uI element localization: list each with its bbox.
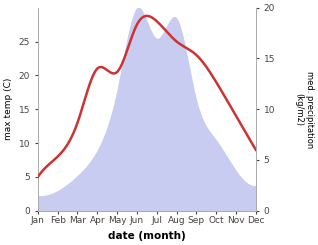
X-axis label: date (month): date (month) (108, 231, 186, 241)
Y-axis label: med. precipitation
(kg/m2): med. precipitation (kg/m2) (294, 71, 314, 148)
Y-axis label: max temp (C): max temp (C) (4, 78, 13, 140)
